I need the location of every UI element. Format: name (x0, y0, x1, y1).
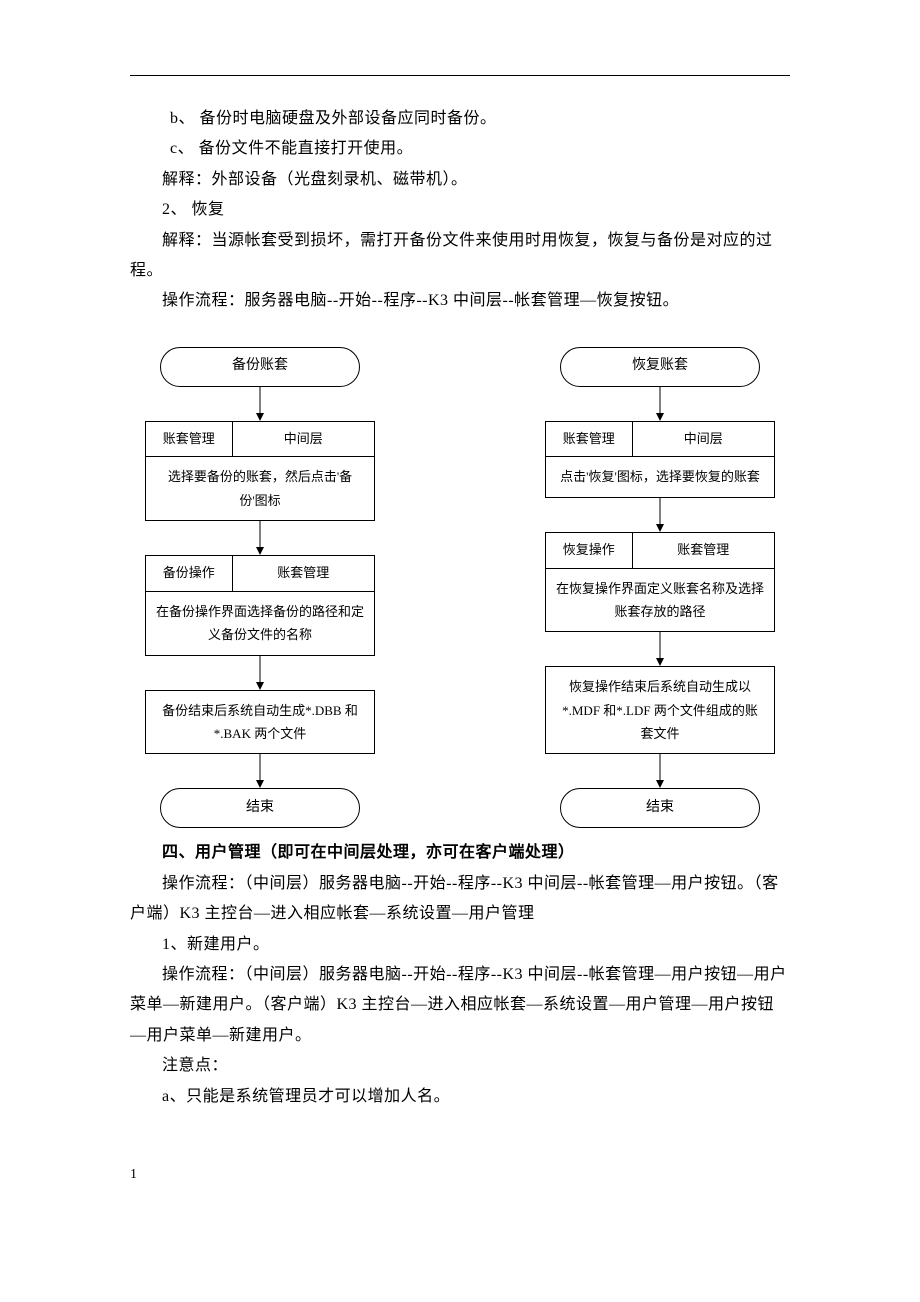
terminator-end-backup: 结束 (160, 788, 360, 828)
arrow-icon (654, 498, 666, 532)
para-c: c、 备份文件不能直接打开使用。 (130, 134, 790, 164)
box-body: 备份结束后系统自动生成*.DBB 和*.BAK 两个文件 (162, 703, 358, 741)
body-text-top: b、 备份时电脑硬盘及外部设备应同时备份。 c、 备份文件不能直接打开使用。 解… (130, 104, 790, 317)
terminator-label: 恢复账套 (632, 353, 688, 380)
flowchart-restore: 恢复账套 账套管理 中间层 点击'恢复'图标，选择要恢复的账套 恢复操作 账套管… (530, 347, 790, 829)
arrow-icon (254, 656, 266, 690)
para-explain-1: 解释：外部设备（光盘刻录机、磁带机）。 (130, 165, 790, 195)
page-top-rule (130, 75, 790, 76)
process-box-1-restore: 账套管理 中间层 点击'恢复'图标，选择要恢复的账套 (545, 421, 775, 498)
terminator-end-restore: 结束 (560, 788, 760, 828)
process-box-2-backup: 备份操作 账套管理 在备份操作界面选择备份的路径和定义备份文件的名称 (145, 555, 375, 655)
arrow-icon (254, 387, 266, 421)
process-box-3-backup: 备份结束后系统自动生成*.DBB 和*.BAK 两个文件 (145, 690, 375, 755)
box-body: 选择要备份的账套，然后点击'备份'图标 (146, 457, 374, 520)
arrow-icon (254, 521, 266, 555)
para-new-user: 1、新建用户。 (130, 930, 790, 960)
box-header-left: 备份操作 (146, 556, 233, 591)
page-number: 1 (130, 1162, 790, 1189)
body-text-bottom: 四、用户管理（即可在中间层处理，亦可在客户端处理） 操作流程：（中间层）服务器电… (130, 838, 790, 1112)
box-header-left: 账套管理 (146, 422, 233, 457)
box-body: 在恢复操作界面定义账套名称及选择账套存放的路径 (546, 569, 774, 632)
box-header-left: 账套管理 (546, 422, 633, 457)
terminator-label: 备份账套 (232, 353, 288, 380)
process-box-1-backup: 账套管理 中间层 选择要备份的账套，然后点击'备份'图标 (145, 421, 375, 521)
terminator-label: 结束 (646, 795, 674, 822)
box-body: 点击'恢复'图标，选择要恢复的账套 (546, 457, 774, 496)
box-header-right: 中间层 (633, 422, 774, 457)
box-header-left: 恢复操作 (546, 533, 633, 568)
terminator-label: 结束 (246, 795, 274, 822)
arrow-icon (654, 754, 666, 788)
heading-user-management: 四、用户管理（即可在中间层处理，亦可在客户端处理） (130, 838, 790, 868)
box-body: 在备份操作界面选择备份的路径和定义备份文件的名称 (146, 592, 374, 655)
arrow-icon (654, 387, 666, 421)
process-box-2-restore: 恢复操作 账套管理 在恢复操作界面定义账套名称及选择账套存放的路径 (545, 532, 775, 632)
terminator-start-restore: 恢复账套 (560, 347, 760, 387)
flowchart-backup: 备份账套 账套管理 中间层 选择要备份的账套，然后点击'备份'图标 备份操作 账… (130, 347, 390, 829)
box-header-right: 中间层 (233, 422, 374, 457)
para-b: b、 备份时电脑硬盘及外部设备应同时备份。 (130, 104, 790, 134)
para-restore-heading: 2、 恢复 (130, 195, 790, 225)
box-header-right: 账套管理 (633, 533, 774, 568)
box-body: 恢复操作结束后系统自动生成以*.MDF 和*.LDF 两个文件组成的账套文件 (562, 679, 758, 741)
para-explain-2: 解释：当源帐套受到损坏，需打开备份文件来使用时用恢复，恢复与备份是对应的过程。 (130, 226, 790, 287)
arrow-icon (654, 632, 666, 666)
para-note-heading: 注意点： (130, 1051, 790, 1081)
para-note-a: a、只能是系统管理员才可以增加人名。 (130, 1082, 790, 1112)
box-header-right: 账套管理 (233, 556, 374, 591)
para-process-3: 操作流程：（中间层）服务器电脑--开始--程序--K3 中间层--帐套管理—用户… (130, 960, 790, 1051)
process-box-3-restore: 恢复操作结束后系统自动生成以*.MDF 和*.LDF 两个文件组成的账套文件 (545, 666, 775, 754)
terminator-start-backup: 备份账套 (160, 347, 360, 387)
para-process-1: 操作流程：服务器电脑--开始--程序--K3 中间层--帐套管理—恢复按钮。 (130, 286, 790, 316)
flowchart-container: 备份账套 账套管理 中间层 选择要备份的账套，然后点击'备份'图标 备份操作 账… (130, 347, 790, 829)
arrow-icon (254, 754, 266, 788)
para-process-2: 操作流程：（中间层）服务器电脑--开始--程序--K3 中间层--帐套管理—用户… (130, 869, 790, 930)
